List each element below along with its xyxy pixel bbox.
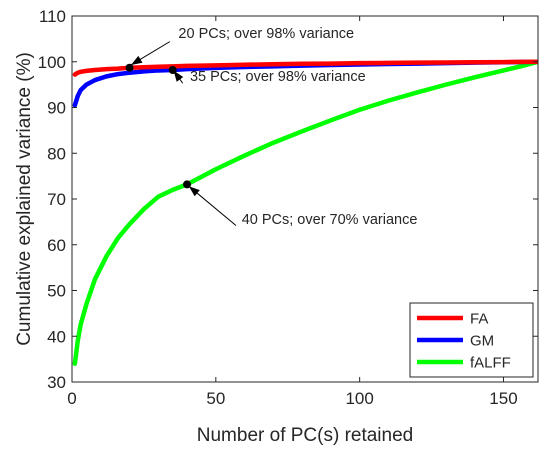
series-line-fa bbox=[72, 59, 538, 77]
y-tick-label: 80 bbox=[47, 144, 66, 163]
y-axis-label: Cumulative explained variance (%) bbox=[14, 52, 35, 346]
series-layer bbox=[72, 59, 538, 366]
tick-layer: 0 50 100 150 30 40 50 60 70 80 90 100 110 bbox=[38, 7, 538, 408]
annotation-layer: 20 PCs; over 98% variance 35 PCs; over 98… bbox=[130, 26, 418, 228]
y-tick-label: 30 bbox=[47, 373, 66, 392]
annotation-text: 35 PCs; over 98% variance bbox=[190, 69, 366, 85]
data-marker bbox=[125, 63, 134, 72]
legend-label-falff: fALFF bbox=[470, 355, 511, 372]
legend-label-fa: FA bbox=[470, 311, 488, 328]
annotation-arrowhead bbox=[173, 70, 184, 82]
x-tick-label: 50 bbox=[206, 389, 225, 408]
annotation-arrowhead bbox=[188, 186, 200, 197]
y-tick-label: 60 bbox=[47, 236, 66, 255]
x-tick-label: 0 bbox=[67, 389, 76, 408]
x-axis-label: Number of PC(s) retained bbox=[197, 425, 413, 446]
x-tick-label: 100 bbox=[345, 389, 373, 408]
x-tick-label: 150 bbox=[489, 389, 517, 408]
y-tick-label: 50 bbox=[47, 282, 66, 301]
data-marker bbox=[168, 65, 177, 74]
series-line-falff bbox=[72, 59, 538, 366]
annotation-arrowhead bbox=[130, 55, 143, 65]
y-tick-label: 40 bbox=[47, 327, 66, 346]
legend: FA GM fALFF bbox=[409, 302, 534, 378]
legend-label-gm: GM bbox=[470, 333, 494, 350]
data-marker bbox=[183, 180, 192, 189]
y-tick-label: 100 bbox=[38, 53, 66, 72]
y-tick-label: 110 bbox=[39, 7, 66, 26]
annotation-text: 40 PCs; over 70% variance bbox=[242, 212, 418, 228]
annotation-text: 20 PCs; over 98% variance bbox=[178, 26, 354, 42]
marker-layer bbox=[125, 63, 192, 189]
y-tick-label: 90 bbox=[47, 99, 66, 118]
y-tick-label: 70 bbox=[47, 190, 66, 209]
